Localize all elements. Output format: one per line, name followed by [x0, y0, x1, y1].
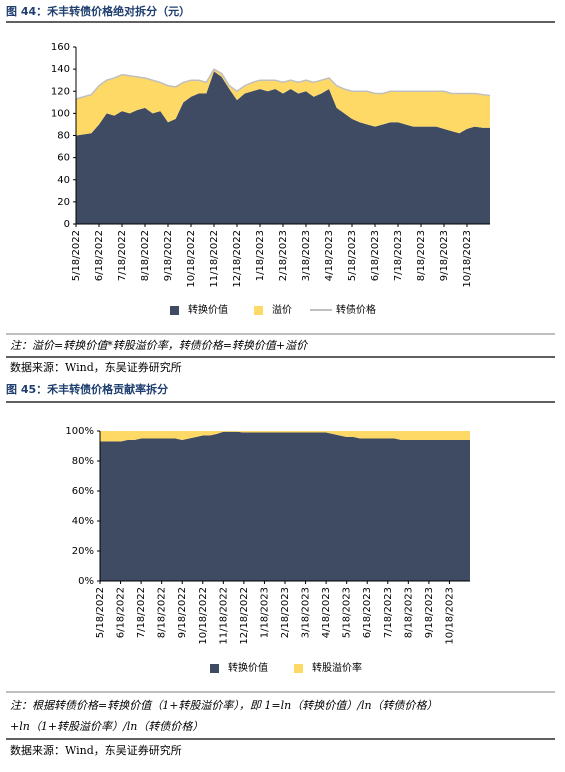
x-tick-label: 5/18/2023 — [342, 587, 353, 638]
x-tick-label: 1/18/2023 — [255, 230, 266, 281]
x-tick-label: 1/18/2023 — [259, 587, 270, 638]
line — [75, 68, 491, 100]
y-tick-label: 100% — [65, 426, 94, 437]
x-tick-label: 10/18/2022 — [186, 230, 197, 288]
x-tick-label: 3/18/2023 — [301, 587, 312, 638]
x-tick-label: 11/18/2022 — [218, 587, 229, 645]
x-tick-label: 12/18/2022 — [239, 587, 250, 645]
legend-swatch — [294, 664, 303, 673]
legend-swatch — [254, 306, 263, 315]
x-tick-label: 8/18/2022 — [140, 230, 151, 281]
x-tick-label: 6/18/2023 — [370, 230, 381, 281]
area — [76, 71, 490, 225]
y-tick-label: 140 — [51, 64, 70, 75]
x-tick-label: 9/18/2022 — [177, 587, 188, 638]
x-tick-label: 4/18/2023 — [321, 587, 332, 638]
x-tick-label: 5/18/2023 — [347, 230, 358, 281]
x-tick-label: 5/18/2022 — [95, 587, 106, 638]
y-tick-label: 60% — [72, 486, 94, 497]
note: 注：根据转债价格=转换价值（1+转股溢价率），即 1=ln（转换价值）/ln（转… — [10, 699, 438, 712]
y-tick-label: 80% — [72, 456, 94, 467]
figure-caption: 图 44：禾丰转债价格绝对拆分（元） — [6, 4, 190, 18]
x-tick-label: 2/18/2023 — [280, 587, 291, 638]
area — [76, 69, 490, 136]
x-tick-label: 10/18/2023 — [462, 230, 473, 288]
legend-label: 转债价格 — [336, 303, 376, 316]
area — [100, 431, 470, 581]
x-tick-label: 7/18/2022 — [136, 587, 147, 638]
x-tick-label: 6/18/2022 — [116, 587, 127, 638]
note: 注：溢价=转换价值*转股溢价率，转债价格=转换价值+溢价 — [10, 339, 308, 352]
legend-label: 转股溢价率 — [312, 661, 362, 674]
x-tick-label: 2/18/2023 — [278, 230, 289, 281]
x-tick-label: 7/18/2023 — [393, 230, 404, 281]
x-tick-label: 9/18/2023 — [439, 230, 450, 281]
legend-swatch — [170, 306, 179, 315]
legend-swatch — [210, 664, 219, 673]
y-tick-label: 0 — [64, 219, 70, 230]
x-tick-label: 7/18/2022 — [117, 230, 128, 281]
y-tick-label: 40 — [57, 175, 70, 186]
x-tick-label: 9/18/2022 — [163, 230, 174, 281]
x-tick-label: 8/18/2023 — [403, 587, 414, 638]
y-tick-label: 160 — [51, 42, 70, 53]
y-tick-label: 20% — [72, 546, 94, 557]
x-tick-label: 5/18/2022 — [71, 230, 82, 281]
x-tick-label: 8/18/2022 — [157, 587, 168, 638]
legend-label: 溢价 — [272, 303, 292, 316]
source: 数据来源：Wind，东吴证券研究所 — [10, 360, 182, 374]
y-tick-label: 100 — [51, 108, 70, 119]
y-tick-label: 20 — [57, 197, 70, 208]
x-tick-label: 10/18/2023 — [444, 587, 455, 645]
x-tick-label: 11/18/2022 — [209, 230, 220, 288]
legend-label: 转换价值 — [188, 303, 228, 316]
area — [100, 431, 470, 442]
x-tick-label: 3/18/2023 — [301, 230, 312, 281]
x-tick-label: 7/18/2023 — [383, 587, 394, 638]
x-tick-label: 8/18/2023 — [416, 230, 427, 281]
source: 数据来源：Wind，东吴证券研究所 — [10, 743, 182, 757]
x-tick-label: 4/18/2023 — [324, 230, 335, 281]
y-tick-label: 80 — [57, 131, 70, 142]
x-tick-label: 10/18/2022 — [198, 587, 209, 645]
y-tick-label: 40% — [72, 516, 94, 527]
x-tick-label: 12/18/2022 — [232, 230, 243, 288]
y-tick-label: 60 — [57, 153, 70, 164]
y-tick-label: 120 — [51, 86, 70, 97]
y-tick-label: 0% — [78, 576, 94, 587]
x-tick-label: 6/18/2022 — [94, 230, 105, 281]
figure-caption: 图 45：禾丰转债价格贡献率拆分 — [6, 382, 168, 396]
x-tick-label: 6/18/2023 — [362, 587, 373, 638]
x-tick-label: 9/18/2023 — [424, 587, 435, 638]
note: +ln（1+转股溢价率）/ln（转债价格） — [10, 720, 203, 733]
legend-label: 转换价值 — [228, 661, 268, 674]
